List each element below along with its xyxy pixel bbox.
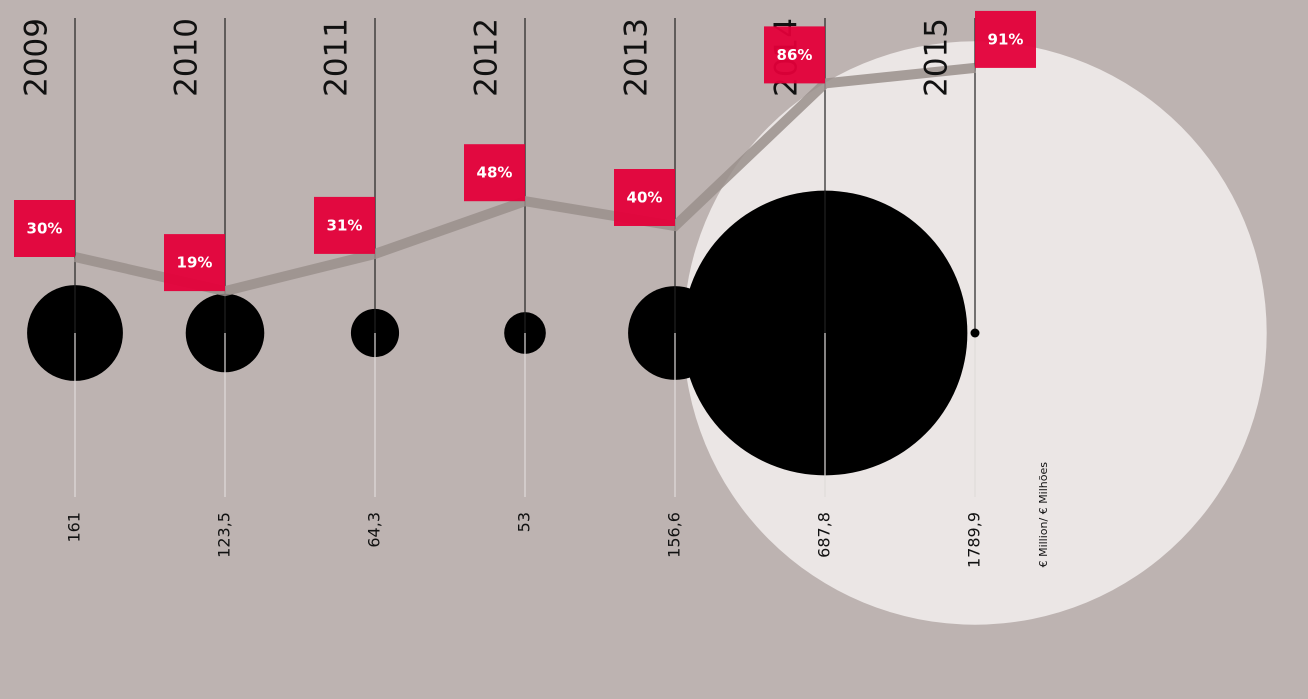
percentage-label: 30% <box>27 220 63 238</box>
value-label: 161 <box>65 512 84 543</box>
value-label: 1789,9 <box>965 512 984 568</box>
percentage-label: 31% <box>327 216 363 234</box>
percentage-box <box>975 10 1036 68</box>
year-label: 2012 <box>469 18 505 97</box>
percentage-box <box>314 196 375 254</box>
value-label: 53 <box>515 512 534 532</box>
value-label: 64,3 <box>365 512 384 548</box>
percentage-label: 86% <box>777 46 813 64</box>
value-label: 156,6 <box>665 512 684 558</box>
dot <box>970 328 980 338</box>
percentage-label: 40% <box>627 189 663 207</box>
year-label: 2011 <box>319 18 355 97</box>
percentage-box <box>764 26 825 84</box>
percentage-box <box>614 169 675 226</box>
year-label: 2013 <box>619 18 655 97</box>
percentage-box <box>14 200 75 257</box>
year-label: 2010 <box>169 18 205 97</box>
year-label: 2009 <box>19 18 55 97</box>
year-label: 2015 <box>919 18 955 97</box>
percentage-box <box>464 144 525 202</box>
unit-label: € Million/ € Milhões <box>1037 462 1050 568</box>
percentage-box <box>164 234 225 292</box>
stems <box>74 18 980 497</box>
value-label: 687,8 <box>815 512 834 558</box>
percentage-label: 91% <box>988 30 1024 48</box>
percentage-label: 19% <box>177 254 213 272</box>
value-label: 123,5 <box>215 512 234 558</box>
labels: 2009 161 2010 123,5 2011 64,3 2012 53 2013 156,6 2… <box>14 10 1036 568</box>
percentage-label: 48% <box>477 164 513 182</box>
